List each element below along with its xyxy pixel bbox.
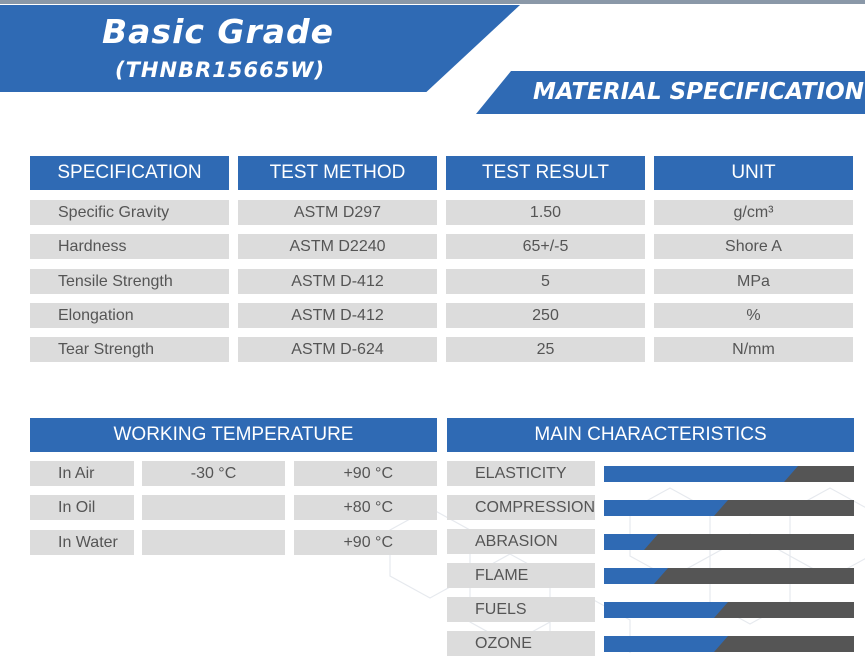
spec-result: 1.50 [446, 200, 645, 225]
spec-result: 65+/-5 [446, 234, 645, 259]
temp-medium: In Air [30, 461, 134, 486]
spec-name: Hardness [30, 234, 229, 259]
characteristic-bar [604, 534, 854, 550]
characteristic-bar-fill [604, 602, 728, 618]
spec-method: ASTM D-624 [238, 337, 437, 362]
characteristic-bar [604, 568, 854, 584]
spec-result: 250 [446, 303, 645, 328]
spec-result: 25 [446, 337, 645, 362]
column-header-test-result: TEST RESULT [446, 156, 645, 190]
spec-unit: Shore A [654, 234, 853, 259]
temp-low [142, 530, 285, 555]
spec-name: Elongation [30, 303, 229, 328]
column-header-test-method: TEST METHOD [238, 156, 437, 190]
top-border [0, 0, 865, 4]
column-header-specification: SPECIFICATION [30, 156, 229, 190]
temp-low [142, 495, 285, 520]
spec-result: 5 [446, 269, 645, 294]
spec-name: Tensile Strength [30, 269, 229, 294]
working-temperature-header: WORKING TEMPERATURE [30, 418, 437, 452]
characteristic-bar-fill [604, 500, 728, 516]
characteristic-bar-fill [604, 568, 668, 584]
spec-unit: g/cm³ [654, 200, 853, 225]
spec-name: Tear Strength [30, 337, 229, 362]
characteristic-bar [604, 466, 854, 482]
spec-unit: MPa [654, 269, 853, 294]
spec-unit: N/mm [654, 337, 853, 362]
characteristic-bar-fill [604, 636, 728, 652]
page-subtitle: (THNBR15665W) [115, 58, 326, 82]
characteristic-bar [604, 500, 854, 516]
characteristic-bar [604, 602, 854, 618]
section-banner [476, 71, 865, 114]
spec-method: ASTM D2240 [238, 234, 437, 259]
spec-unit: % [654, 303, 853, 328]
main-characteristics-header: MAIN CHARACTERISTICS [447, 418, 854, 452]
characteristic-label: FLAME [447, 563, 595, 588]
spec-method: ASTM D-412 [238, 269, 437, 294]
column-header-unit: UNIT [654, 156, 853, 190]
section-title: MATERIAL SPECIFICATION [533, 79, 864, 105]
spec-method: ASTM D297 [238, 200, 437, 225]
temp-medium: In Water [30, 530, 134, 555]
temp-high: +90 °C [294, 461, 437, 486]
characteristic-label: ABRASION [447, 529, 595, 554]
title-banner [0, 5, 520, 92]
spec-name: Specific Gravity [30, 200, 229, 225]
temp-low: -30 °C [142, 461, 285, 486]
temp-medium: In Oil [30, 495, 134, 520]
characteristic-bar-fill [604, 466, 798, 482]
temp-high: +80 °C [294, 495, 437, 520]
characteristic-label: OZONE [447, 631, 595, 656]
characteristic-label: ELASTICITY [447, 461, 595, 486]
characteristic-bar [604, 636, 854, 652]
temp-high: +90 °C [294, 530, 437, 555]
spec-method: ASTM D-412 [238, 303, 437, 328]
characteristic-label: FUELS [447, 597, 595, 622]
characteristic-label: COMPRESSION [447, 495, 595, 520]
page-title: Basic Grade [102, 12, 335, 51]
characteristic-bar-fill [604, 534, 658, 550]
